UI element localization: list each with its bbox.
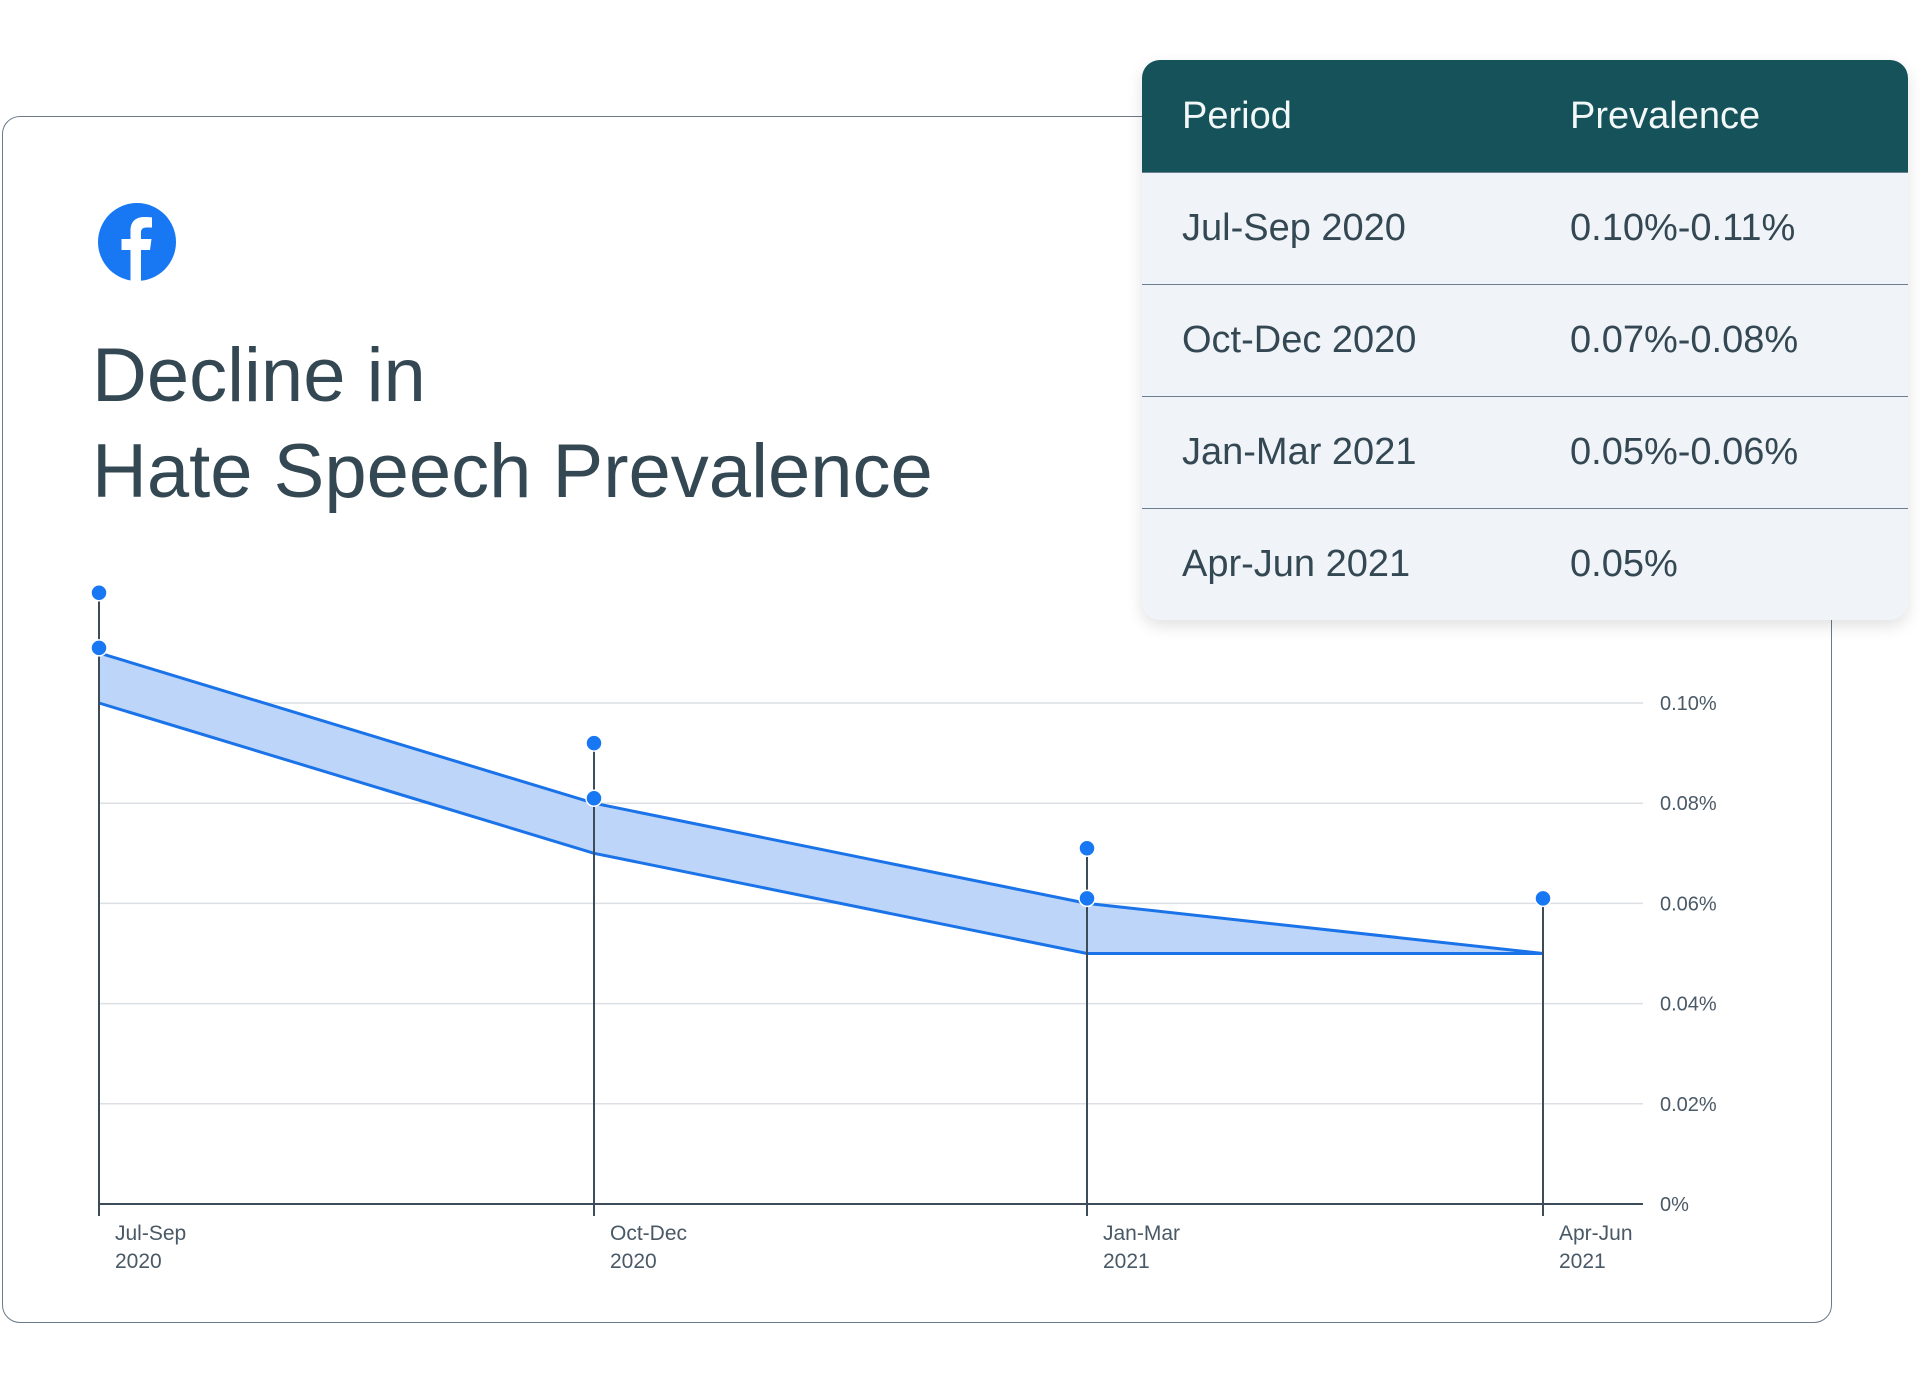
y-tick-label: 0.02% bbox=[1660, 1094, 1717, 1116]
period-cell: Oct-Dec 2020 bbox=[1182, 319, 1417, 361]
header-prevalence: Prevalence bbox=[1570, 94, 1761, 137]
header-period: Period bbox=[1182, 94, 1292, 137]
data-point bbox=[90, 584, 108, 602]
table-row: Jan-Mar 2021 0.05%-0.06% bbox=[1142, 396, 1908, 508]
data-point bbox=[1078, 889, 1096, 908]
x-tick-label: Jul-Sep bbox=[115, 1222, 186, 1245]
prevalence-cell: 0.05% bbox=[1570, 543, 1678, 585]
period-cell: Jan-Mar 2021 bbox=[1182, 431, 1417, 473]
x-tick-year: 2021 bbox=[1103, 1250, 1150, 1273]
x-tick-year: 2020 bbox=[610, 1250, 657, 1273]
prevalence-cell: 0.05%-0.06% bbox=[1570, 431, 1799, 473]
title-line-2: Hate Speech Prevalence bbox=[92, 429, 933, 514]
lower-bound-line bbox=[98, 701, 1543, 955]
table-header: Period Prevalence bbox=[1142, 60, 1908, 172]
table-row: Jul-Sep 2020 0.10%-0.11% bbox=[1142, 172, 1908, 284]
data-point bbox=[90, 639, 108, 657]
table-row: Oct-Dec 2020 0.07%-0.08% bbox=[1142, 284, 1908, 396]
upper-bound-line bbox=[98, 651, 1544, 955]
x-tick-label: Jan-Mar bbox=[1103, 1222, 1180, 1245]
y-tick-label: 0% bbox=[1660, 1194, 1689, 1216]
data-point bbox=[585, 734, 603, 752]
period-cell: Apr-Jun 2021 bbox=[1182, 543, 1411, 585]
title-line-1: Decline in bbox=[92, 333, 426, 418]
period-cell: Jul-Sep 2020 bbox=[1182, 207, 1406, 249]
x-tick-label: Oct-Dec bbox=[610, 1222, 687, 1245]
prevalence-cell: 0.10%-0.11% bbox=[1570, 207, 1796, 249]
x-tick-year: 2020 bbox=[115, 1250, 162, 1273]
x-tick-label: Apr-Jun bbox=[1559, 1222, 1633, 1245]
x-tick-year: 2021 bbox=[1559, 1250, 1606, 1273]
prevalence-table: Period Prevalence Jul-Sep 2020 0.10%-0.1… bbox=[1142, 60, 1908, 620]
y-tick-label: 0.08% bbox=[1660, 793, 1717, 815]
y-tick-label: 0.04% bbox=[1660, 994, 1717, 1016]
data-point bbox=[1534, 889, 1552, 908]
prevalence-band bbox=[99, 652, 1543, 954]
y-tick-label: 0.10% bbox=[1660, 693, 1717, 715]
y-tick-label: 0.06% bbox=[1660, 893, 1717, 915]
facebook-logo-icon bbox=[98, 203, 176, 281]
chart-title: Decline in Hate Speech Prevalence bbox=[92, 328, 933, 520]
data-point bbox=[585, 789, 603, 807]
table-row: Apr-Jun 2021 0.05% bbox=[1142, 508, 1908, 620]
prevalence-cell: 0.07%-0.08% bbox=[1570, 319, 1799, 361]
data-point bbox=[1078, 839, 1096, 858]
